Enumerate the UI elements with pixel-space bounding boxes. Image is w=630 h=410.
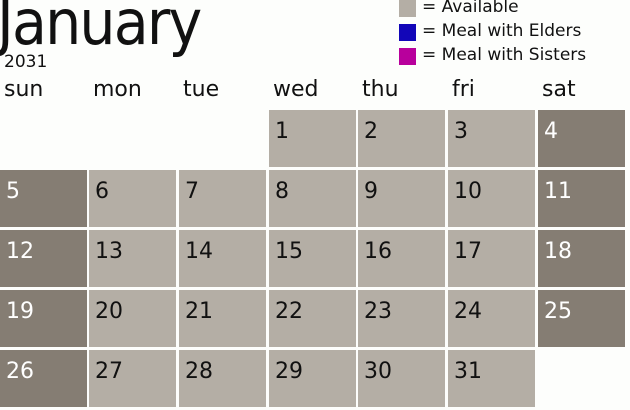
day-cell[interactable]: 6 <box>89 170 176 227</box>
year-label: 2031 <box>4 52 48 72</box>
day-number: 26 <box>6 359 34 384</box>
day-number: 7 <box>185 179 199 204</box>
day-number: 3 <box>454 119 468 144</box>
day-number: 18 <box>544 239 572 264</box>
day-cell[interactable]: 10 <box>448 170 535 227</box>
day-cell[interactable]: 4 <box>538 110 625 167</box>
day-number: 29 <box>275 359 303 384</box>
day-number: 5 <box>6 179 20 204</box>
day-number: 25 <box>544 299 572 324</box>
legend-swatch <box>399 24 416 41</box>
day-number: 16 <box>364 239 392 264</box>
weekday-header-mon: mon <box>93 77 142 102</box>
day-number: 22 <box>275 299 303 324</box>
day-number: 9 <box>364 179 378 204</box>
month-title: January <box>0 0 202 59</box>
day-number: 6 <box>95 179 109 204</box>
day-number: 17 <box>454 239 482 264</box>
day-cell[interactable]: 31 <box>448 350 535 407</box>
legend-label: = Meal with Elders <box>422 21 582 41</box>
legend-swatch <box>399 0 416 17</box>
day-cell[interactable]: 19 <box>0 290 87 347</box>
legend-label: = Available <box>422 0 519 17</box>
day-number: 15 <box>275 239 303 264</box>
day-number: 27 <box>95 359 123 384</box>
day-cell[interactable]: 20 <box>89 290 176 347</box>
day-cell[interactable]: 30 <box>358 350 445 407</box>
weekday-header-fri: fri <box>452 77 475 102</box>
day-cell[interactable]: 5 <box>0 170 87 227</box>
day-cell[interactable]: 16 <box>358 230 445 287</box>
day-cell[interactable]: 11 <box>538 170 625 227</box>
day-cell[interactable]: 18 <box>538 230 625 287</box>
day-number: 24 <box>454 299 482 324</box>
weekday-header-tue: tue <box>183 77 220 102</box>
legend-swatch <box>399 48 416 65</box>
day-cell[interactable]: 2 <box>358 110 445 167</box>
weekday-header-thu: thu <box>362 77 399 102</box>
day-number: 19 <box>6 299 34 324</box>
day-cell[interactable]: 9 <box>358 170 445 227</box>
day-cell[interactable]: 25 <box>538 290 625 347</box>
day-cell[interactable]: 15 <box>269 230 356 287</box>
day-number: 12 <box>6 239 34 264</box>
day-number: 30 <box>364 359 392 384</box>
weekday-header-sat: sat <box>542 77 576 102</box>
day-cell[interactable]: 23 <box>358 290 445 347</box>
day-cell[interactable]: 7 <box>179 170 266 227</box>
day-number: 31 <box>454 359 482 384</box>
legend-label: = Meal with Sisters <box>422 45 587 65</box>
day-cell[interactable]: 8 <box>269 170 356 227</box>
day-cell[interactable]: 14 <box>179 230 266 287</box>
day-cell[interactable]: 3 <box>448 110 535 167</box>
day-cell[interactable]: 12 <box>0 230 87 287</box>
day-number: 1 <box>275 119 289 144</box>
day-cell[interactable]: 28 <box>179 350 266 407</box>
day-cell[interactable]: 27 <box>89 350 176 407</box>
day-cell[interactable]: 1 <box>269 110 356 167</box>
day-number: 13 <box>95 239 123 264</box>
day-number: 8 <box>275 179 289 204</box>
day-cell[interactable]: 13 <box>89 230 176 287</box>
day-cell[interactable]: 29 <box>269 350 356 407</box>
day-cell[interactable]: 22 <box>269 290 356 347</box>
day-cell[interactable]: 17 <box>448 230 535 287</box>
day-number: 4 <box>544 119 558 144</box>
day-number: 2 <box>364 119 378 144</box>
day-cell[interactable]: 21 <box>179 290 266 347</box>
weekday-header-sun: sun <box>4 77 44 102</box>
day-cell[interactable]: 26 <box>0 350 87 407</box>
day-number: 14 <box>185 239 213 264</box>
day-number: 10 <box>454 179 482 204</box>
day-number: 23 <box>364 299 392 324</box>
day-number: 11 <box>544 179 572 204</box>
day-number: 20 <box>95 299 123 324</box>
day-number: 21 <box>185 299 213 324</box>
day-cell[interactable]: 24 <box>448 290 535 347</box>
weekday-header-wed: wed <box>273 77 319 102</box>
day-number: 28 <box>185 359 213 384</box>
